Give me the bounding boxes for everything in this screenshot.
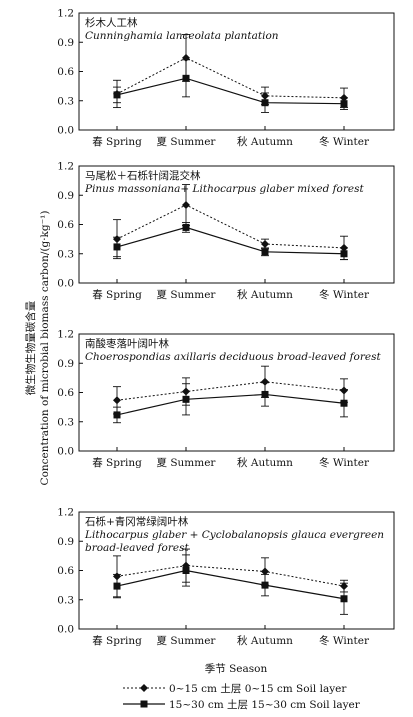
series-line-0-15cm xyxy=(116,565,345,587)
panel-title-line: 杉木人工林 xyxy=(85,16,138,29)
series-line-0-15cm xyxy=(116,57,345,99)
chart-panels: 0.0 0.3 0.6 0.9 1.2 春 Spring 夏 Summer 秋 Autumn 冬… xyxy=(57,8,395,647)
y-tick-label: 0.0 xyxy=(57,278,74,290)
x-tick-label: 冬 Winter xyxy=(319,456,370,469)
x-tick-label: 夏 Summer xyxy=(157,457,217,469)
panel-title-line: broad-leaved forest xyxy=(85,542,189,554)
data-point-diamond xyxy=(261,567,269,576)
data-point-square xyxy=(113,582,121,590)
x-tick-label: 春 Spring xyxy=(92,136,142,148)
y-tick-label: 0.0 xyxy=(57,125,74,137)
chart-panel-2: 0.0 0.3 0.6 0.9 1.2 春 Spring 夏 Summer 秋 Autumn 冬… xyxy=(57,161,395,301)
data-point-diamond xyxy=(113,396,121,405)
legend-square-marker xyxy=(140,700,148,708)
y-tick-label: 0.6 xyxy=(57,66,74,78)
x-tick-label: 夏 Summer xyxy=(157,136,217,148)
data-point-square xyxy=(113,243,121,251)
y-tick-label: 0.6 xyxy=(57,565,74,577)
legend-label-0-15: 0~15 cm 土层 0~15 cm Soil layer xyxy=(169,682,347,695)
data-point-square xyxy=(261,390,269,398)
y-tick-label: 0.3 xyxy=(57,248,74,260)
series-line-15-30cm xyxy=(116,393,345,416)
panel-title-line: 马尾松＋石栎针阔混交林 xyxy=(85,169,201,182)
x-tick-label: 秋 Autumn xyxy=(237,456,293,469)
data-point-square xyxy=(340,399,348,407)
y-tick-label: 0.6 xyxy=(57,387,74,399)
data-point-square xyxy=(261,99,269,107)
panel-title-line: 石栎+青冈常绿阔叶林 xyxy=(85,515,189,528)
data-point-square xyxy=(182,74,190,82)
data-point-square xyxy=(182,567,190,574)
data-point-square xyxy=(340,595,348,603)
y-tick-label: 0.3 xyxy=(57,416,74,428)
data-point-square xyxy=(340,100,348,108)
legend-label-15-30: 15~30 cm 土层 15~30 cm Soil layer xyxy=(169,698,361,711)
x-tick-label: 秋 Autumn xyxy=(237,288,293,301)
x-tick-label: 秋 Autumn xyxy=(237,634,293,647)
y-tick-label: 0.9 xyxy=(57,37,74,49)
y-tick-label: 0.3 xyxy=(57,95,74,107)
series-line-15-30cm xyxy=(116,226,345,255)
data-point-square xyxy=(261,581,269,589)
chart-panel-4: 0.0 0.3 0.6 0.9 1.2 春 Spring 夏 Summer 秋 Autumn 冬… xyxy=(57,507,395,647)
series-line-0-15cm xyxy=(116,381,345,401)
data-point-square xyxy=(182,395,190,403)
panel-title-line: Cunninghamia lanceolata plantation xyxy=(85,30,279,42)
x-tick-label: 春 Spring xyxy=(92,289,142,301)
x-tick-label: 春 Spring xyxy=(92,457,142,469)
y-tick-label: 0.3 xyxy=(57,594,74,606)
x-tick-label: 冬 Winter xyxy=(319,135,370,148)
series-line-15-30cm xyxy=(116,77,345,105)
panel-title-line: 南酸枣落叶阔叶林 xyxy=(85,337,169,350)
chart-panel-1: 0.0 0.3 0.6 0.9 1.2 春 Spring 夏 Summer 秋 Autumn 冬… xyxy=(57,8,395,148)
data-point-square xyxy=(261,248,269,256)
y-tick-label: 0.0 xyxy=(57,624,74,636)
data-point-diamond xyxy=(261,377,269,386)
y-tick-label: 0.9 xyxy=(57,358,74,370)
data-point-square xyxy=(113,411,121,419)
data-point-diamond xyxy=(261,240,269,248)
y-axis-label-en: Concentration of microbial biomass carbo… xyxy=(39,211,51,486)
legend-diamond-marker xyxy=(140,684,148,692)
data-point-square xyxy=(340,250,348,258)
y-tick-label: 1.2 xyxy=(57,507,74,519)
x-tick-label: 夏 Summer xyxy=(157,635,217,647)
y-tick-label: 1.2 xyxy=(57,161,74,173)
y-tick-label: 1.2 xyxy=(57,8,74,20)
panel-title-line: Choerospondias axillaris deciduous broad… xyxy=(85,351,381,363)
data-point-diamond xyxy=(182,201,190,209)
x-tick-label: 冬 Winter xyxy=(319,288,370,301)
x-tick-label: 春 Spring xyxy=(92,635,142,647)
legend: 0~15 cm 土层 0~15 cm Soil layer 15~30 cm 土… xyxy=(123,682,361,711)
y-tick-label: 0.9 xyxy=(57,190,74,202)
data-point-square xyxy=(182,223,190,231)
data-point-square xyxy=(113,91,121,99)
x-tick-label: 秋 Autumn xyxy=(237,135,293,148)
series-line-15-30cm xyxy=(116,569,345,600)
chart-panel-3: 0.0 0.3 0.6 0.9 1.2 春 Spring 夏 Summer 秋 Autumn 冬… xyxy=(57,329,395,469)
y-tick-label: 0.0 xyxy=(57,446,74,458)
y-axis-label-cn: 微生物生物量碳含量 xyxy=(24,300,37,395)
x-tick-label: 夏 Summer xyxy=(157,289,217,301)
x-axis-label: 季节 Season xyxy=(205,663,268,675)
y-tick-label: 0.9 xyxy=(57,536,74,548)
x-tick-label: 冬 Winter xyxy=(319,634,370,647)
series-line-0-15cm xyxy=(116,204,345,249)
panel-title-line: Pinus massoniana+ Lithocarpus glaber mix… xyxy=(84,183,365,195)
y-tick-label: 0.6 xyxy=(57,219,74,231)
y-tick-label: 1.2 xyxy=(57,329,74,341)
panel-title-line: Lithocarpus glaber + Cyclobalanopsis gla… xyxy=(84,529,384,541)
